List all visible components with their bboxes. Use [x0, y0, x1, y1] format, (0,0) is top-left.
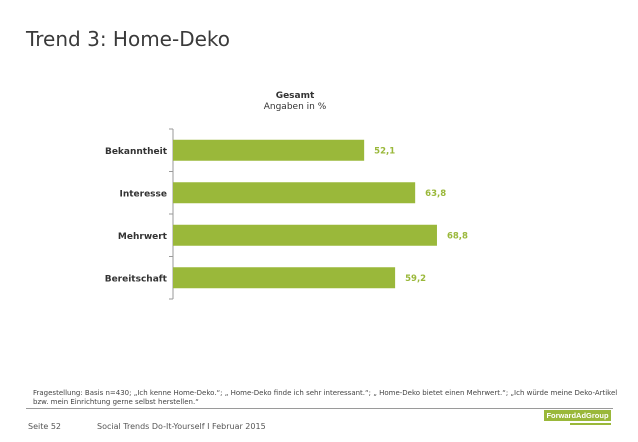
brand-logo: ForwardAdGroup: [544, 410, 611, 427]
bar-bekanntheit: [173, 139, 365, 161]
category-label: Bekanntheit: [105, 147, 168, 157]
page-number: Seite 52: [28, 422, 62, 431]
bar-interesse: [173, 182, 416, 204]
chart-subtitle: Angaben in %: [263, 102, 327, 112]
logo-underline: [570, 423, 611, 425]
category-label: Bereitschaft: [105, 274, 168, 284]
data-label: 59,2: [405, 274, 426, 284]
chart-title: Gesamt: [275, 91, 315, 101]
logo-text: ForwardAdGroup: [544, 410, 611, 421]
data-label: 63,8: [425, 189, 446, 199]
footer-text: Social Trends Do-It-Yourself I Februar 2…: [97, 422, 266, 431]
bar-mehrwert: [173, 224, 437, 246]
data-label: 52,1: [374, 146, 395, 156]
bar-bereitschaft: [173, 267, 396, 289]
footnote: Fragestellung: Basis n=430; „Ich kenne H…: [33, 389, 618, 406]
footer-divider: [26, 408, 613, 409]
page-title: Trend 3: Home-Deko: [26, 27, 231, 51]
category-label: Mehrwert: [118, 232, 168, 242]
data-label: 68,8: [447, 231, 468, 241]
category-label: Interesse: [119, 189, 167, 199]
